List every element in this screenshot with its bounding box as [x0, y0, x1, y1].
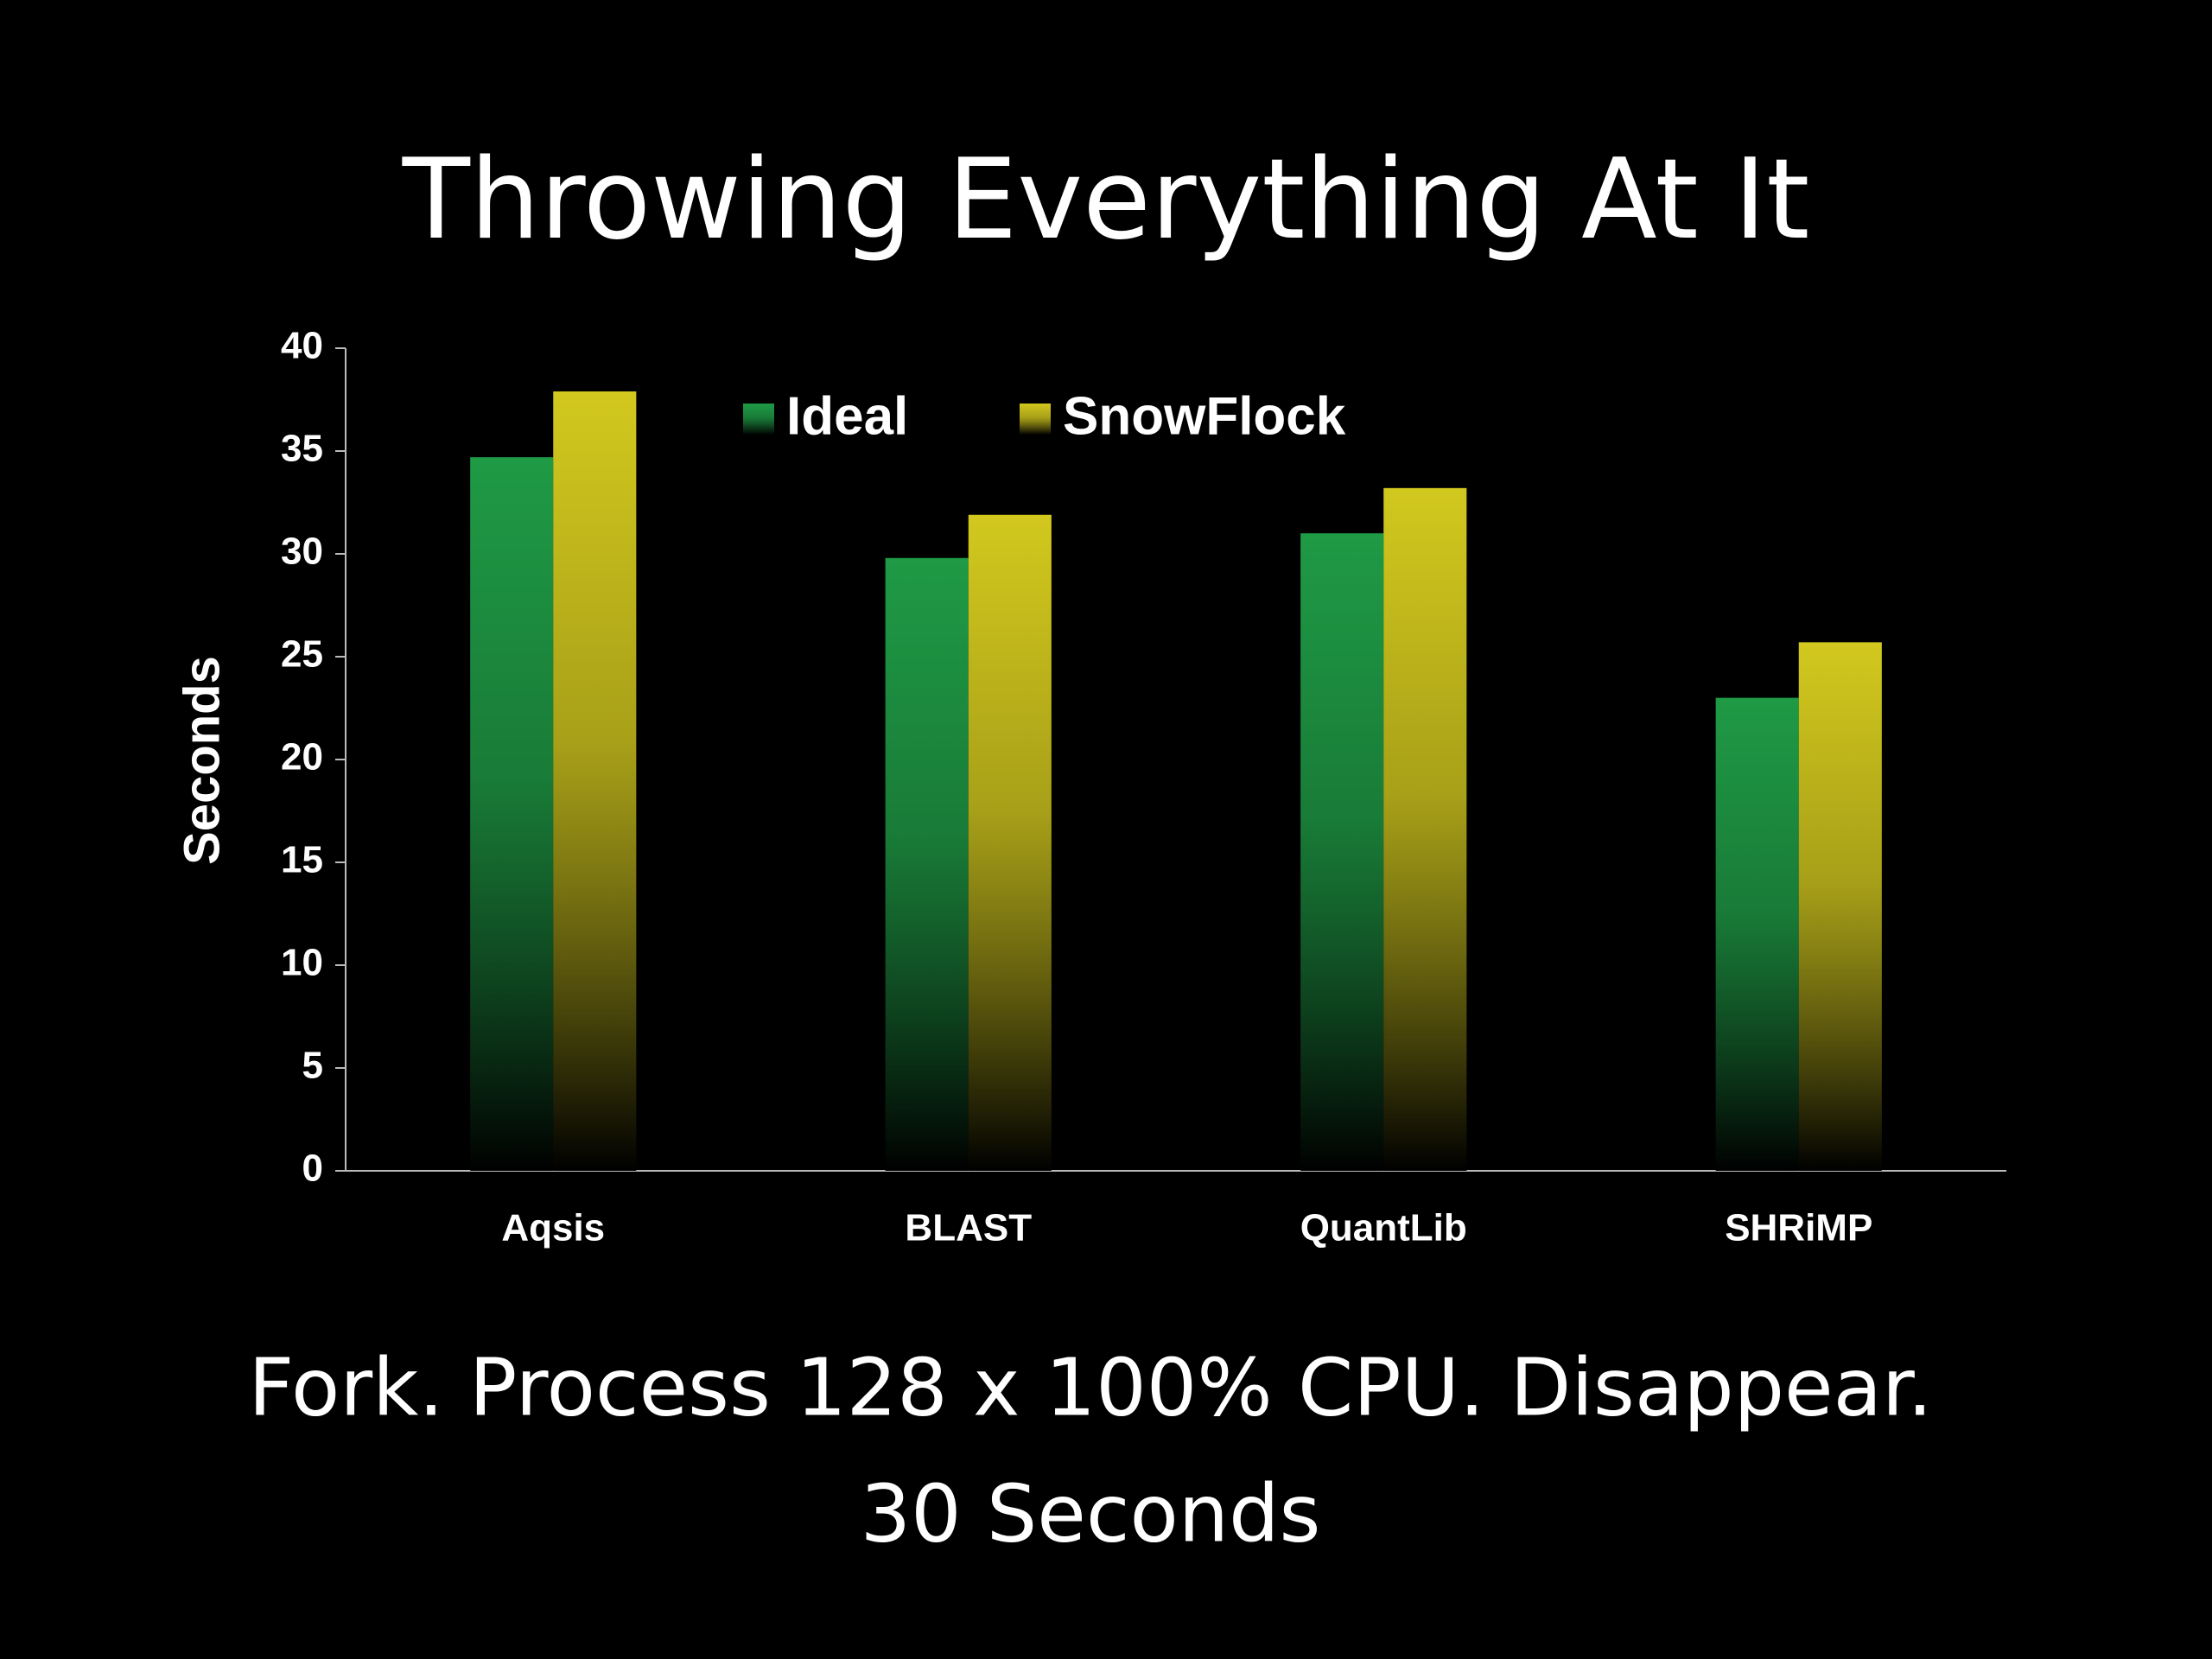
- bar: [1715, 697, 1799, 1171]
- y-tick-label: 15: [281, 839, 323, 881]
- y-tick-label: 5: [302, 1045, 323, 1087]
- bar: [1300, 533, 1384, 1171]
- x-tick-label: Aqsis: [501, 1207, 605, 1249]
- bar: [1383, 487, 1467, 1171]
- bar: [885, 557, 969, 1171]
- y-tick-label: 30: [281, 531, 323, 573]
- y-tick-label: 35: [281, 428, 323, 470]
- bar: [470, 457, 554, 1171]
- legend-label: SnowFlock: [1063, 386, 1346, 446]
- y-axis-label: Seconds: [174, 656, 230, 865]
- bar: [1798, 642, 1882, 1171]
- y-tick-label: 25: [281, 633, 323, 676]
- chart-title: Throwing Everything At It: [402, 136, 1810, 264]
- bar: [553, 391, 637, 1172]
- y-tick-label: 0: [302, 1147, 323, 1190]
- x-tick-label: SHRiMP: [1725, 1207, 1872, 1249]
- note: 30 Seconds: [861, 1467, 1321, 1560]
- y-tick-label: 10: [281, 942, 323, 984]
- y-tick-label: 40: [281, 325, 323, 367]
- note: Fork. Process 128 x 100% CPU. Disappear.: [248, 1341, 1932, 1433]
- bar: [968, 514, 1052, 1171]
- legend-swatch: [1020, 404, 1051, 435]
- x-tick-label: BLAST: [905, 1207, 1032, 1249]
- x-tick-label: QuantLib: [1300, 1207, 1467, 1249]
- legend-label: Ideal: [786, 386, 908, 446]
- legend-swatch: [743, 404, 774, 435]
- y-tick-label: 20: [281, 736, 323, 779]
